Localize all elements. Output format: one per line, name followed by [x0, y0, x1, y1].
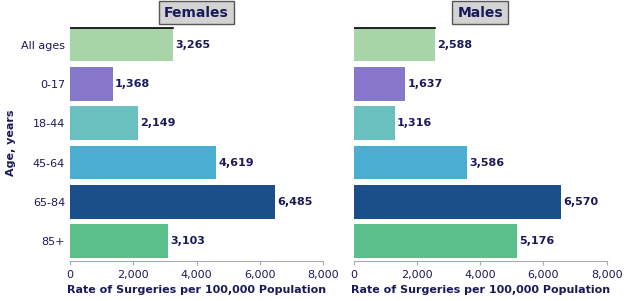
Y-axis label: Age, years: Age, years [6, 110, 16, 176]
Bar [70, 28, 173, 61]
Bar [70, 107, 138, 140]
X-axis label: Rate of Surgeries per 100,000 Population: Rate of Surgeries per 100,000 Population [67, 285, 326, 296]
Text: 3,103: 3,103 [170, 236, 205, 246]
Bar [354, 225, 517, 258]
Text: 1,316: 1,316 [397, 118, 432, 128]
Text: 3,265: 3,265 [175, 39, 210, 50]
Title: Males: Males [457, 5, 503, 20]
Text: 4,619: 4,619 [218, 157, 254, 168]
Bar [354, 67, 405, 101]
Title: Females: Females [164, 5, 229, 20]
Text: 5,176: 5,176 [519, 236, 555, 246]
Bar [354, 28, 435, 61]
Text: 6,570: 6,570 [563, 197, 598, 207]
Bar [70, 146, 216, 179]
Bar [70, 185, 275, 219]
Text: 2,588: 2,588 [437, 39, 472, 50]
Text: 1,637: 1,637 [407, 79, 443, 89]
Text: 2,149: 2,149 [140, 118, 175, 128]
X-axis label: Rate of Surgeries per 100,000 Population: Rate of Surgeries per 100,000 Population [350, 285, 610, 296]
Text: 6,485: 6,485 [277, 197, 312, 207]
Bar [70, 225, 168, 258]
Text: 1,368: 1,368 [115, 79, 150, 89]
Bar [354, 107, 395, 140]
Bar [354, 146, 467, 179]
Bar [354, 185, 561, 219]
Text: 3,586: 3,586 [469, 157, 504, 168]
Bar [70, 67, 113, 101]
